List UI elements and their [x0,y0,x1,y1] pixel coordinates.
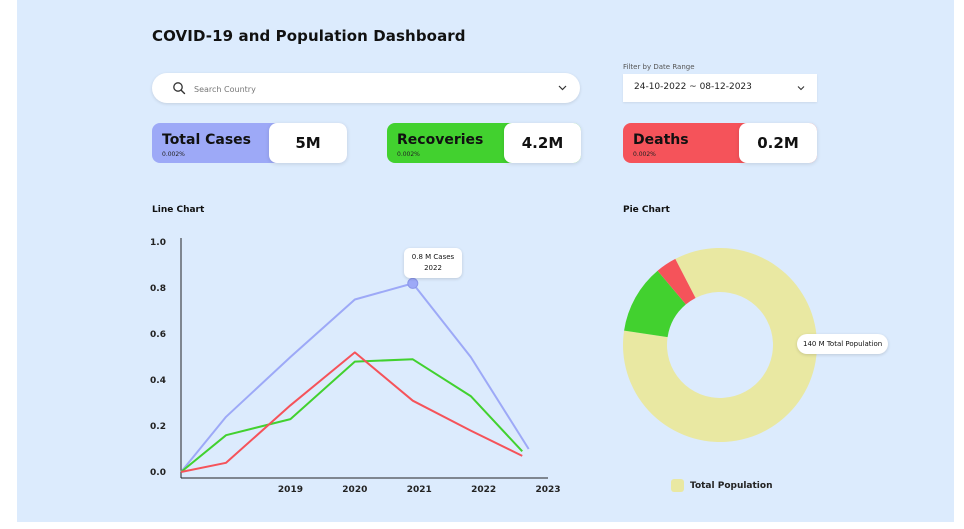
x-tick-label: 2019 [278,485,303,495]
card-label: Deaths [633,132,689,148]
pie-slice-label: 140 M Total Population [797,334,889,354]
y-tick-label: 0.2 [150,422,166,432]
pie-slice-0 [623,247,817,442]
pie-chart-title: Pie Chart [623,205,670,215]
card-percent: 0.002% [633,151,656,158]
y-tick-label: 0.0 [150,468,166,478]
card-value: 0.2M [739,123,817,163]
y-tick-label: 0.6 [150,330,166,340]
legend-swatch [671,479,684,492]
highlight-point [407,277,419,289]
line-chart-title: Line Chart [152,205,205,215]
filter-label: Filter by Date Range [623,63,695,71]
pie-slice-1 [624,270,686,338]
date-range-select[interactable]: 24-10-2022 ~ 08-12-2023 [623,74,817,102]
series-line-0 [180,282,530,473]
legend-label: Total Population [690,480,773,491]
series-line-1 [180,358,523,473]
search-bar[interactable] [152,73,580,103]
card-label: Total Cases [162,132,252,148]
chevron-down-icon[interactable] [557,82,568,93]
recoveries-card: Recoveries 0.002% 4.2M [387,123,581,163]
line-chart-tooltip: 0.8 M Cases 2022 [404,248,462,278]
y-tick-label: 0.4 [150,376,166,386]
search-input[interactable] [192,79,536,99]
y-tick-label: 0.8 [150,284,166,294]
card-value: 4.2M [504,123,581,163]
x-tick-label: 2020 [342,485,367,495]
series-line-2 [180,351,523,473]
search-icon [173,82,186,95]
card-percent: 0.002% [397,151,420,158]
x-tick-label: 2023 [535,485,560,495]
page-title: COVID-19 and Population Dashboard [152,27,466,45]
x-tick-label: 2021 [407,485,432,495]
date-range-value: 24-10-2022 ~ 08-12-2023 [634,82,752,92]
x-tick-label: 2022 [471,485,496,495]
deaths-card: Deaths 0.002% 0.2M [623,123,817,163]
card-value: 5M [269,123,347,163]
total-cases-card: Total Cases 0.002% 5M [152,123,347,163]
pie-slice-2 [657,258,696,305]
chevron-down-icon[interactable] [796,83,806,93]
card-percent: 0.002% [162,151,185,158]
tooltip-year: 2022 [424,264,442,272]
tooltip-value: 0.8 M Cases [411,253,455,261]
pie-legend: Total Population [671,479,773,492]
y-tick-label: 1.0 [150,238,166,248]
card-label: Recoveries [397,132,484,148]
